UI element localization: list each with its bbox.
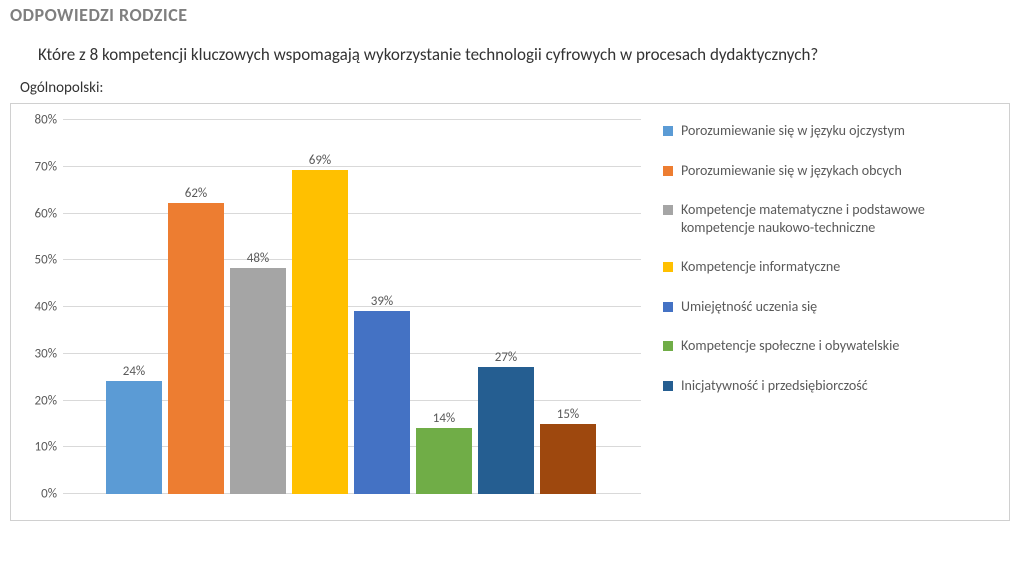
plot-inner: 0% 10% 20% 30% 40% 50% 60% 70% bbox=[63, 120, 641, 494]
bars-row: 24% 62% 48% 69% 39% bbox=[63, 120, 641, 494]
y-tick-label: 80% bbox=[35, 113, 63, 128]
legend-label: Kompetencje informatyczne bbox=[681, 258, 840, 276]
legend-swatch bbox=[663, 262, 673, 272]
legend-label: Kompetencje społeczne i obywatelskie bbox=[681, 337, 899, 355]
legend-label: Kompetencje matematyczne i podstawowe ko… bbox=[681, 201, 999, 236]
page-header: ODPOWIEDZI RODZICE bbox=[10, 4, 1014, 26]
bar bbox=[230, 268, 286, 494]
bar-value-label: 39% bbox=[371, 294, 393, 309]
bar-wrap: 24% bbox=[103, 364, 165, 494]
bar-wrap: 15% bbox=[537, 407, 599, 495]
bar-wrap: 62% bbox=[165, 186, 227, 494]
chart-title: Które z 8 kompetencji kluczowych wspomag… bbox=[38, 44, 1014, 65]
bar bbox=[540, 424, 596, 495]
bar-value-label: 14% bbox=[433, 411, 455, 426]
y-tick-label: 60% bbox=[35, 206, 63, 221]
legend-label: Umiejętność uczenia się bbox=[681, 298, 817, 316]
legend-item: Porozumiewanie się w językach obcych bbox=[663, 162, 999, 180]
legend-swatch bbox=[663, 381, 673, 391]
bar-value-label: 62% bbox=[185, 186, 207, 201]
legend-swatch bbox=[663, 126, 673, 136]
bar bbox=[416, 428, 472, 494]
legend-item: Umiejętność uczenia się bbox=[663, 298, 999, 316]
chart-subtitle: Ogólnopolski: bbox=[20, 79, 1014, 97]
bar bbox=[354, 311, 410, 494]
legend-swatch bbox=[663, 166, 673, 176]
bar bbox=[292, 170, 348, 494]
bar-wrap: 69% bbox=[289, 153, 351, 494]
legend-swatch bbox=[663, 341, 673, 351]
bar-wrap: 48% bbox=[227, 251, 289, 494]
legend-item: Kompetencje informatyczne bbox=[663, 258, 999, 276]
y-tick-label: 30% bbox=[35, 346, 63, 361]
y-tick-label: 0% bbox=[41, 487, 63, 502]
bar-value-label: 48% bbox=[247, 251, 269, 266]
bar-wrap: 39% bbox=[351, 294, 413, 494]
y-tick-label: 10% bbox=[35, 440, 63, 455]
bar-value-label: 15% bbox=[557, 407, 579, 422]
bar-wrap: 27% bbox=[475, 350, 537, 494]
chart-frame: 0% 10% 20% 30% 40% 50% 60% 70% bbox=[10, 103, 1010, 521]
bar-value-label: 69% bbox=[309, 153, 331, 168]
bar-value-label: 27% bbox=[495, 350, 517, 365]
legend-label: Porozumiewanie się w językach obcych bbox=[681, 162, 902, 180]
legend-item: Porozumiewanie się w języku ojczystym bbox=[663, 122, 999, 140]
bar bbox=[478, 367, 534, 494]
plot-area: 0% 10% 20% 30% 40% 50% 60% 70% bbox=[11, 104, 651, 520]
legend: Porozumiewanie się w języku ojczystym Po… bbox=[651, 104, 1009, 520]
y-tick-label: 20% bbox=[35, 393, 63, 408]
legend-label: Inicjatywność i przedsiębiorczość bbox=[681, 377, 868, 395]
legend-swatch bbox=[663, 205, 673, 215]
bar-wrap: 14% bbox=[413, 411, 475, 494]
bar-value-label: 24% bbox=[123, 364, 145, 379]
bar bbox=[106, 381, 162, 494]
bar bbox=[168, 203, 224, 494]
y-tick-label: 50% bbox=[35, 253, 63, 268]
legend-item: Inicjatywność i przedsiębiorczość bbox=[663, 377, 999, 395]
legend-item: Kompetencje społeczne i obywatelskie bbox=[663, 337, 999, 355]
legend-item: Kompetencje matematyczne i podstawowe ko… bbox=[663, 201, 999, 236]
legend-swatch bbox=[663, 302, 673, 312]
y-tick-label: 40% bbox=[35, 300, 63, 315]
legend-label: Porozumiewanie się w języku ojczystym bbox=[681, 122, 905, 140]
y-tick-label: 70% bbox=[35, 159, 63, 174]
